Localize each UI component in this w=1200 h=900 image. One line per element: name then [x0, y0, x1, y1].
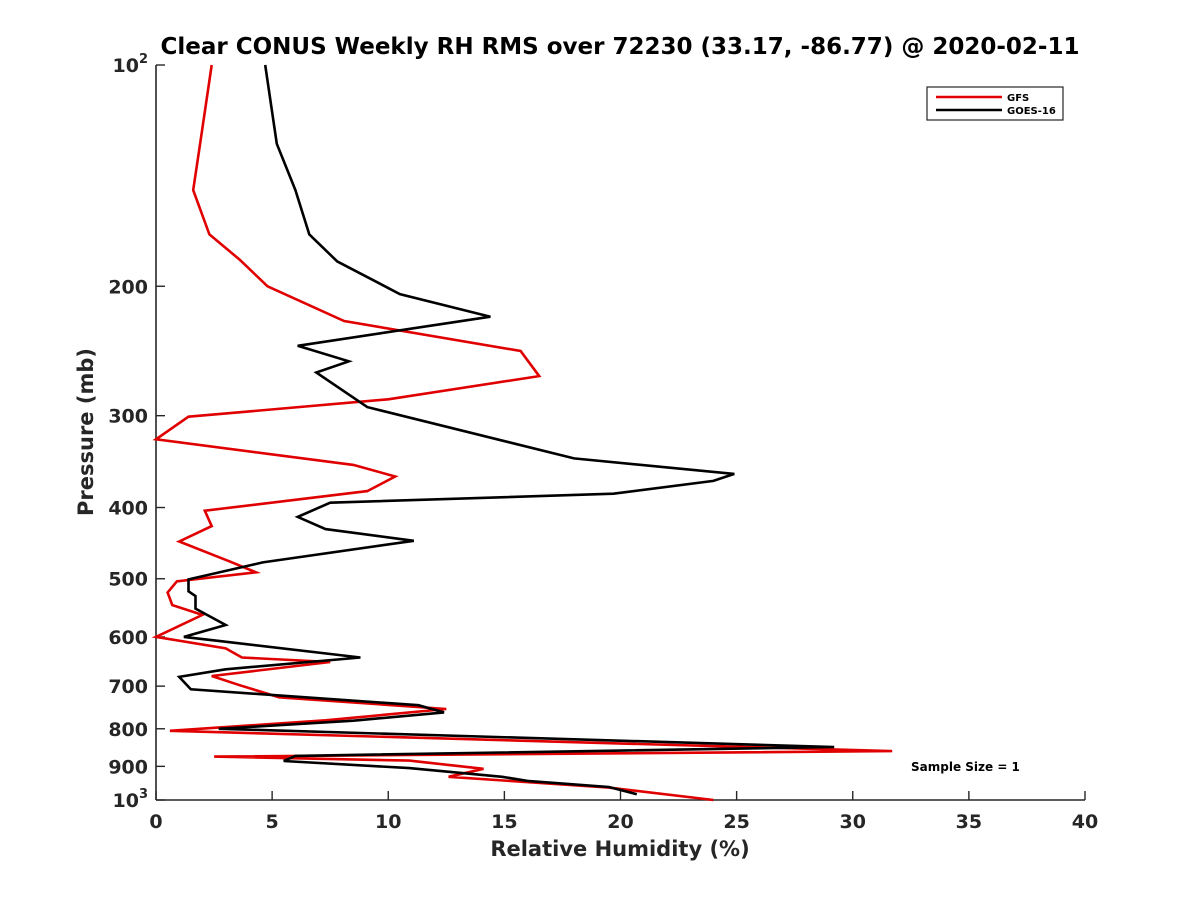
- y-tick-exponent: 3: [139, 787, 148, 802]
- x-tick-label: 15: [491, 811, 517, 833]
- sample-size-annotation: Sample Size = 1: [911, 760, 1020, 774]
- x-tick-label: 5: [266, 811, 279, 833]
- series-line-gfs: [151, 64, 893, 802]
- x-tick-label: 35: [956, 811, 982, 833]
- x-tick-label: 20: [607, 811, 633, 833]
- y-tick-base: 10: [113, 790, 139, 812]
- x-ticks: 0 5 10 15 20 25 30 35 40: [149, 791, 1098, 833]
- series-line-goes-16: [176, 64, 835, 796]
- y-axis-label: Pressure (mb): [74, 348, 98, 516]
- x-tick-label: 10: [375, 811, 401, 833]
- legend: GFS GOES-16: [926, 86, 1064, 121]
- axes: [155, 65, 1085, 801]
- x-tick-label: 40: [1072, 811, 1098, 833]
- legend-label-gfs: GFS: [1007, 93, 1029, 104]
- legend-label-goes16: GOES-16: [1007, 106, 1056, 117]
- x-axis-label: Relative Humidity (%): [490, 837, 749, 861]
- y-tick-label: 400: [108, 498, 148, 520]
- chart-title: Clear CONUS Weekly RH RMS over 72230 (33…: [161, 34, 1080, 60]
- y-tick-label: 103: [113, 787, 149, 812]
- plot-lines: [151, 64, 893, 802]
- x-tick-label: 0: [149, 811, 162, 833]
- y-tick-label: 800: [108, 719, 148, 741]
- legend-box: [926, 86, 1064, 121]
- y-tick-base: 10: [113, 55, 139, 77]
- y-tick-label: 500: [108, 569, 148, 591]
- y-tick-label: 102: [113, 52, 149, 77]
- y-tick-label: 700: [108, 676, 148, 698]
- y-tick-label: 300: [108, 406, 148, 428]
- y-tick-exponent: 2: [139, 52, 148, 67]
- y-tick-label: 600: [108, 627, 148, 649]
- y-tick-label: 900: [108, 756, 148, 778]
- x-tick-label: 25: [723, 811, 749, 833]
- x-tick-label: 30: [840, 811, 866, 833]
- y-tick-label: 200: [108, 276, 148, 298]
